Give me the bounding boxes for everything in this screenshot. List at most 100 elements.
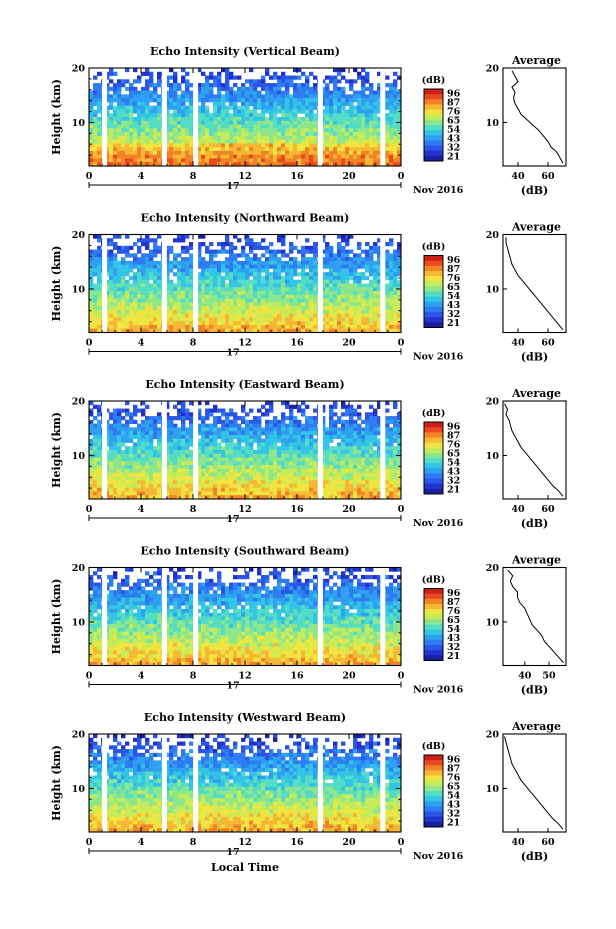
heatmap-cell [169,291,174,296]
heatmap-cell [137,162,142,167]
heatmap-cell [133,298,138,303]
heatmap-cell [117,291,122,296]
heatmap-cell [241,162,246,167]
heatmap-cell [369,132,374,137]
heatmap-cell [241,147,246,152]
heatmap-cell [121,468,126,474]
heatmap-cell [113,260,118,266]
heatmap-cell [309,431,314,436]
heatmap-cell [233,324,238,330]
heatmap-cell [197,234,202,239]
heatmap-cell [249,150,254,156]
heatmap-cell [221,162,226,167]
heatmap-cell [337,242,342,247]
heatmap-cell [97,423,102,428]
heatmap-cell [181,68,186,73]
heatmap-cell [377,128,382,133]
heatmap-cell [265,401,270,406]
heatmap-cell [105,158,110,163]
heatmap-cell [201,453,206,458]
heatmap-cell [209,257,214,262]
colorbar-tick-label: 87 [447,98,460,109]
heatmap-cell [141,306,146,311]
profile-x-label: (dB) [521,351,548,364]
heatmap-cell [337,328,342,333]
heatmap-cell [305,139,310,144]
heatmap-cell [109,79,114,84]
heatmap-cell [357,124,362,129]
heatmap-cell [277,109,282,114]
heatmap-cell [105,306,110,311]
heatmap-cell [237,457,242,462]
heatmap-cell [397,242,402,247]
heatmap-cell [213,249,218,254]
heatmap-cell [89,401,94,406]
heatmap-cell [329,117,334,122]
heatmap-cell [169,150,174,156]
heatmap-cell [117,268,122,273]
heatmap-cell [273,457,278,462]
heatmap-cell [353,275,358,281]
heatmap-cell [141,298,146,303]
heatmap-cell [329,105,334,110]
heatmap-cell [373,313,378,318]
heatmap-cell [385,272,390,277]
heatmap-cell [145,117,150,122]
heatmap-cell [205,128,210,133]
heatmap-cell [245,238,250,243]
heatmap-cell [181,275,186,281]
heatmap-cell [153,139,158,144]
heatmap-cell [173,294,178,299]
heatmap-cell [221,408,226,413]
month-label: Nov 2016 [413,185,464,196]
colorbar-band [424,130,443,136]
heatmap-cell [241,264,246,269]
heatmap-cell [281,113,286,118]
heatmap-cell [297,446,302,451]
heatmap-cell [285,431,290,436]
heatmap-cell [157,139,162,144]
x-tick-label: 8 [190,171,197,182]
heatmap-cell [341,238,346,243]
heatmap-cell [321,132,326,137]
heatmap-cell [137,154,142,159]
heatmap-cell [169,446,174,451]
heatmap-cell [185,412,190,417]
heatmap-cell [385,457,390,462]
heatmap-cell [229,113,234,118]
heatmap-cell [269,453,274,458]
heatmap-cell [341,158,346,163]
heatmap-cell [293,438,298,443]
heatmap-cell [177,139,182,144]
heatmap-cell [273,117,278,122]
heatmap-cell [301,162,306,167]
heatmap-cell [89,132,94,137]
heatmap-cell [121,438,126,443]
heatmap-cell [313,105,318,110]
heatmap-cell [261,79,266,84]
heatmap-cell [313,309,318,315]
heatmap-cell [293,264,298,269]
heatmap-cell [333,162,338,167]
heatmap-cell [149,431,154,436]
heatmap-cell [261,287,266,292]
heatmap-cell [369,260,374,266]
heatmap-cell [241,419,246,425]
heatmap-cell [389,306,394,311]
heatmap-cell [357,242,362,247]
heatmap-cell [133,431,138,436]
profile-y-tick-label: 10 [486,284,500,295]
heatmap-cell [173,128,178,133]
heatmap-cell [369,324,374,330]
heatmap-cell [309,423,314,428]
heatmap-cell [121,313,126,318]
heatmap-cell [281,109,286,114]
heatmap-cell [269,249,274,254]
heatmap-cell [225,83,230,88]
heatmap-cell [145,450,150,455]
heatmap-cell [281,268,286,273]
heatmap-cell [297,423,302,428]
heatmap-cell [145,143,150,148]
heatmap-cell [261,279,266,284]
heatmap-cell [377,132,382,137]
